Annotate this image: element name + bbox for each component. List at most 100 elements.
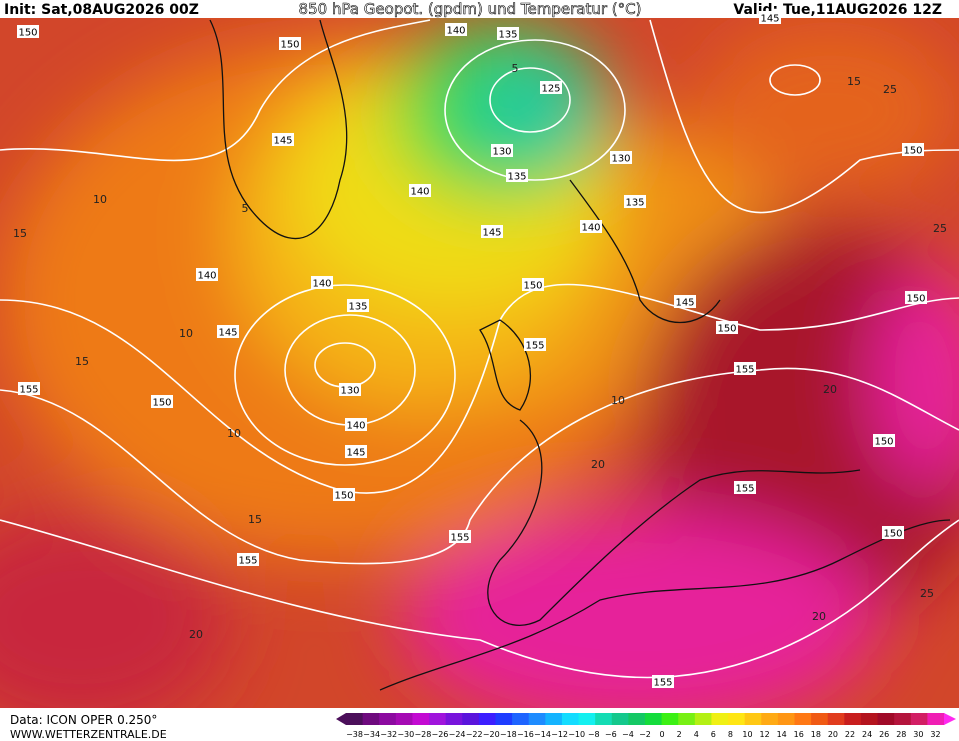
geopotential-label-box — [18, 382, 40, 395]
geopotential-label: 155 — [735, 365, 754, 376]
geopotential-label-box — [716, 321, 738, 334]
legend-swatch — [811, 713, 829, 725]
legend-swatch — [711, 713, 729, 725]
legend-swatch — [728, 713, 746, 725]
temperature-label: 15 — [13, 227, 27, 240]
legend-swatch — [694, 713, 712, 725]
temperature-label: 5 — [512, 62, 519, 75]
temperature-label: 20 — [812, 610, 826, 623]
temperature-label: 10 — [93, 193, 107, 206]
legend-label: −14 — [534, 730, 551, 739]
legend-swatch — [395, 713, 413, 725]
geopotential-label-box — [272, 133, 294, 146]
geopotential-label: 155 — [450, 533, 469, 544]
site: WWW.WETTERZENTRALE.DE — [10, 728, 167, 741]
legend-swatch — [628, 713, 646, 725]
geopotential-label: 145 — [760, 14, 779, 25]
legend-swatch — [794, 713, 812, 725]
legend-swatch — [346, 713, 364, 725]
temperature-label: 15 — [847, 75, 861, 88]
legend-label: 10 — [742, 730, 752, 739]
geopotential-label: 145 — [675, 298, 694, 309]
legend-label: 32 — [930, 730, 940, 739]
geopotential-label-box — [449, 530, 471, 543]
geopotential-label: 145 — [218, 328, 237, 339]
legend-label: −24 — [449, 730, 466, 739]
geopotential-label: 150 — [152, 398, 171, 409]
legend-label: −22 — [466, 730, 483, 739]
legend-label: −20 — [483, 730, 500, 739]
geopotential-label: 155 — [525, 341, 544, 352]
legend-label: −26 — [432, 730, 449, 739]
temperature-label: 15 — [248, 513, 262, 526]
temperature-label: 25 — [920, 587, 934, 600]
geopotential-label-box — [524, 338, 546, 351]
geopotential-label-box — [311, 276, 333, 289]
geopotential-label-box — [151, 395, 173, 408]
geopotential-label: 150 — [906, 294, 925, 305]
geopotential-label: 155 — [735, 484, 754, 495]
temperature-label: 15 — [75, 355, 89, 368]
geopotential-label-box — [481, 225, 503, 238]
legend-label: −2 — [639, 730, 651, 739]
legend-label: 22 — [845, 730, 855, 739]
legend-label: 12 — [760, 730, 770, 739]
legend-swatch — [611, 713, 629, 725]
legend-label: 26 — [879, 730, 889, 739]
valid-time: Valid: Tue,11AUG2026 12Z — [733, 2, 942, 18]
geopotential-label-box — [734, 362, 756, 375]
coastlines — [209, 19, 951, 691]
legend-swatch — [661, 713, 679, 725]
geopotential-label: 150 — [717, 324, 736, 335]
legend-swatch — [561, 713, 580, 725]
geopotential-label-box — [902, 143, 924, 156]
geopotential-label: 145 — [346, 448, 365, 459]
legend-label: 8 — [728, 730, 733, 739]
legend-swatch — [595, 713, 613, 725]
legend-swatch — [379, 713, 397, 725]
legend-label: 14 — [777, 730, 787, 739]
geopotential-label-box — [497, 27, 519, 40]
legend-swatch — [462, 713, 480, 725]
legend-label: 24 — [862, 730, 872, 739]
legend-label: −8 — [588, 730, 600, 739]
legend-swatch — [545, 713, 563, 725]
geopotential-label-box — [339, 383, 361, 396]
legend-swatch — [827, 713, 845, 725]
data-source: Data: ICON OPER 0.250° — [10, 713, 157, 727]
legend-swatch — [578, 713, 596, 725]
legend-arrow-right — [944, 713, 956, 725]
legend-label: −16 — [517, 730, 534, 739]
legend-label: −10 — [568, 730, 585, 739]
geopotential-label: 150 — [334, 491, 353, 502]
geopotential-label: 135 — [498, 30, 517, 41]
geopotential-label: 140 — [346, 421, 365, 432]
geopotential-label-box — [540, 81, 562, 94]
temperature-label: 10 — [179, 327, 193, 340]
legend-label: 16 — [794, 730, 804, 739]
legend-label: −30 — [397, 730, 414, 739]
legend-label: −4 — [622, 730, 634, 739]
map-title: 850 hPa Geopot. (gpdm) und Temperatur (°… — [299, 0, 642, 18]
geopotential-label-box — [445, 23, 467, 36]
geopotential-label-box — [279, 37, 301, 50]
geopotential-label-box — [333, 488, 355, 501]
geopotential-label: 135 — [625, 198, 644, 209]
geopotential-label-box — [347, 299, 369, 312]
legend-swatch — [910, 713, 928, 725]
geopotential-label-box — [734, 481, 756, 494]
geopotential-label: 140 — [312, 279, 331, 290]
geopotential-label: 155 — [19, 385, 38, 396]
geopotential-label-box — [196, 268, 218, 281]
legend-label: −18 — [500, 730, 517, 739]
legend-swatch — [894, 713, 912, 725]
geopotential-label: 150 — [874, 437, 893, 448]
geopotential-label: 145 — [482, 228, 501, 239]
legend-label: −28 — [414, 730, 431, 739]
geopotential-label: 135 — [348, 302, 367, 313]
geopotential-label-box — [237, 553, 259, 566]
temperature-label: 10 — [611, 394, 625, 407]
geopotential-label: 155 — [653, 678, 672, 689]
legend-swatch — [877, 713, 895, 725]
